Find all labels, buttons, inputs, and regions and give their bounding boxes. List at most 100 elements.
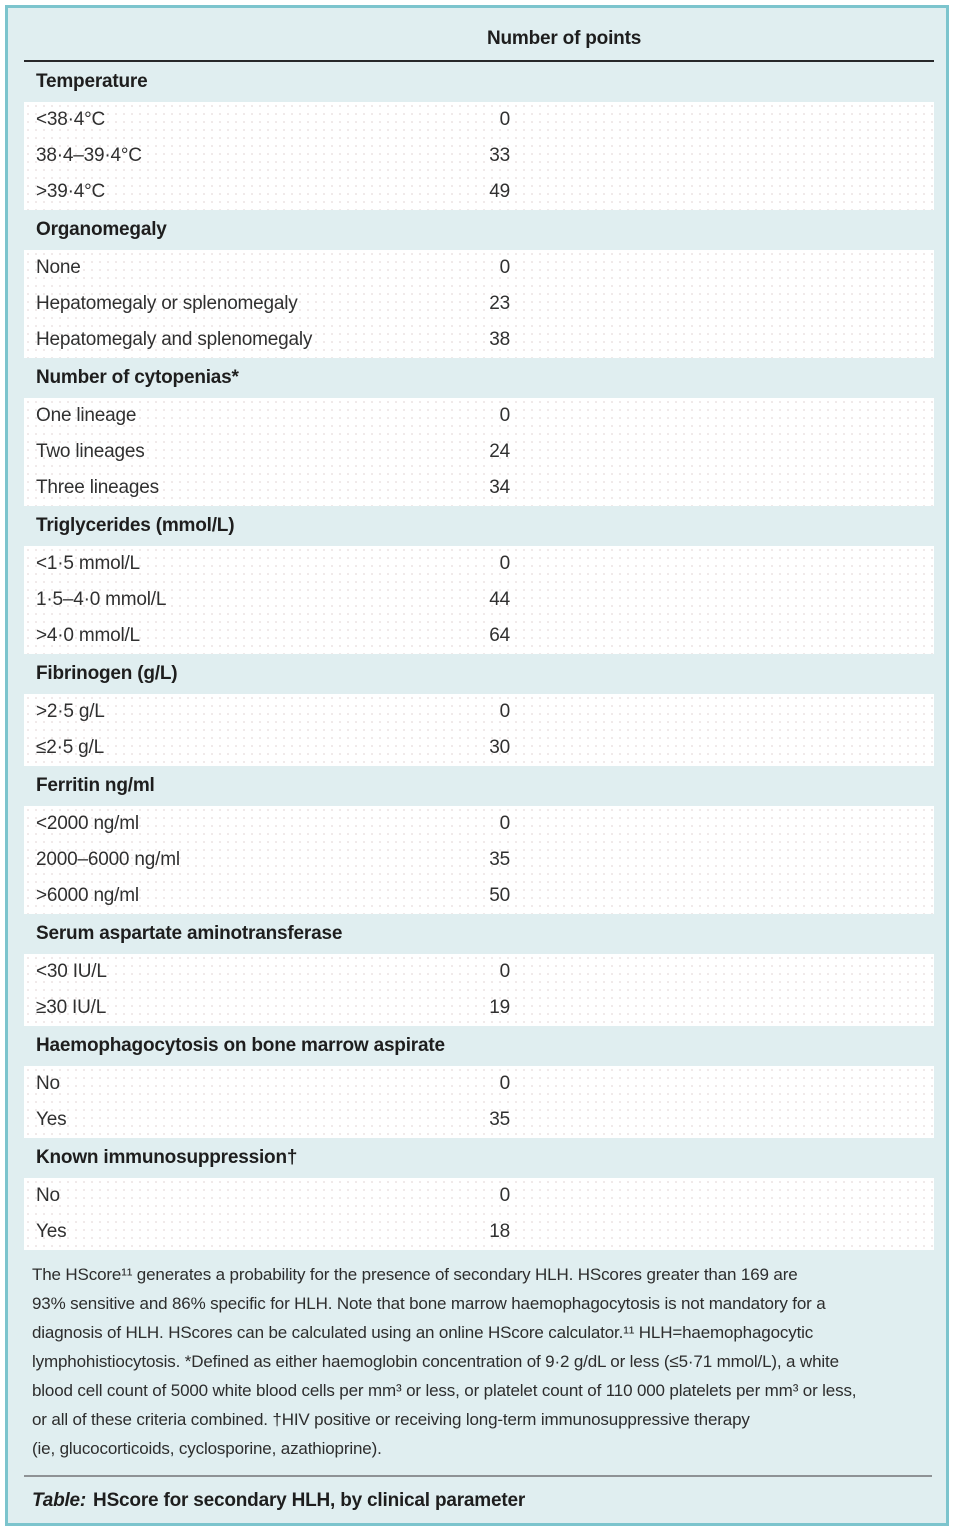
table-row: Three lineages 34	[24, 470, 934, 506]
table-caption: Table: HScore for secondary HLH, by clini…	[32, 1490, 946, 1512]
section-rows-immunosuppression: No 0 Yes 18	[24, 1178, 934, 1250]
section-header-ferritin: Ferritin ng/ml	[36, 775, 155, 796]
footnote-line: 93% sensitive and 86% specific for HLH. …	[32, 1294, 826, 1313]
row-label: >2·5 g/L	[36, 701, 105, 722]
row-label: ≤2·5 g/L	[36, 737, 104, 758]
section-rows-cytopenias: One lineage 0 Two lineages 24 Three line…	[24, 398, 934, 506]
section-rows-temperature: <38·4°C 0 38·4–39·4°C 33 >39·4°C 49	[24, 102, 934, 210]
points-column-header: Number of points	[487, 28, 642, 49]
row-points: 33	[489, 145, 510, 166]
section-header-ast: Serum aspartate aminotransferase	[36, 923, 343, 944]
table-row: One lineage 0	[24, 398, 934, 434]
row-points: 0	[499, 553, 511, 574]
section-header-cytopenias: Number of cytopenias*	[36, 367, 239, 388]
row-points: 38	[489, 329, 510, 350]
footnote-line: or all of these criteria combined. †HIV …	[32, 1410, 750, 1429]
section-rows-ferritin: <2000 ng/ml 0 2000–6000 ng/ml 35 >6000 n…	[24, 806, 934, 914]
footnote-line: blood cell count of 5000 white blood cel…	[32, 1381, 857, 1400]
row-points: 64	[489, 625, 510, 646]
table-row: No 0	[24, 1178, 934, 1214]
row-label: Yes	[36, 1221, 67, 1242]
row-label: 38·4–39·4°C	[36, 145, 142, 166]
row-points: 50	[489, 885, 510, 906]
table-header-row: Number of points	[24, 8, 934, 62]
table-row: ≤2·5 g/L 30	[24, 730, 934, 766]
table-area: Number of points Temperature <38·4°C 0 3…	[8, 8, 946, 1250]
footnote-line: lymphohistiocytosis. *Defined as either …	[32, 1352, 839, 1371]
section-rows-triglycerides: <1·5 mmol/L 0 1·5–4·0 mmol/L 44 >4·0 mmo…	[24, 546, 934, 654]
row-label: ≥30 IU/L	[36, 997, 107, 1018]
row-points: 0	[499, 257, 511, 278]
table-row: ≥30 IU/L 19	[24, 990, 934, 1026]
row-label: Hepatomegaly or splenomegaly	[36, 293, 298, 314]
row-label: >39·4°C	[36, 181, 106, 202]
row-points: 0	[499, 1185, 511, 1206]
row-label: Hepatomegaly and splenomegaly	[36, 329, 313, 350]
caption-prefix: Table:	[32, 1490, 87, 1511]
table-row: <1·5 mmol/L 0	[24, 546, 934, 582]
table-row: 1·5–4·0 mmol/L 44	[24, 582, 934, 618]
row-label: 1·5–4·0 mmol/L	[36, 589, 167, 610]
table-row: >2·5 g/L 0	[24, 694, 934, 730]
table-row: <38·4°C 0	[24, 102, 934, 138]
row-label: Three lineages	[36, 477, 159, 498]
row-points: 24	[489, 441, 510, 462]
row-label: Yes	[36, 1109, 67, 1130]
table-row: Hepatomegaly and splenomegaly 38	[24, 322, 934, 358]
row-points: 34	[489, 477, 510, 498]
header-divider-rule	[24, 60, 934, 62]
table-row: Hepatomegaly or splenomegaly 23	[24, 286, 934, 322]
row-points: 18	[489, 1221, 510, 1242]
table-row: Yes 35	[24, 1102, 934, 1138]
footnote-line: The HScore¹¹ generates a probability for…	[32, 1265, 798, 1284]
table-footnote: The HScore¹¹ generates a probability for…	[32, 1260, 922, 1463]
table-row: >39·4°C 49	[24, 174, 934, 210]
row-label: <30 IU/L	[36, 961, 107, 982]
row-points: 44	[489, 589, 510, 610]
table-row: 2000–6000 ng/ml 35	[24, 842, 934, 878]
footnote-line: (ie, glucocorticoids, cyclosporine, azat…	[32, 1439, 382, 1458]
table-row: Two lineages 24	[24, 434, 934, 470]
row-points: 35	[489, 849, 510, 870]
row-points: 49	[489, 181, 510, 202]
section-rows-haemophagocytosis: No 0 Yes 35	[24, 1066, 934, 1138]
row-label: None	[36, 257, 81, 278]
table-row: Yes 18	[24, 1214, 934, 1250]
row-label: <38·4°C	[36, 109, 106, 130]
row-points: 23	[489, 293, 510, 314]
row-label: <2000 ng/ml	[36, 813, 139, 834]
row-points: 0	[499, 109, 511, 130]
section-header-immunosuppression: Known immunosuppression†	[36, 1147, 298, 1168]
table-row: >6000 ng/ml 50	[24, 878, 934, 914]
table-row: <2000 ng/ml 0	[24, 806, 934, 842]
caption-divider-rule	[24, 1475, 932, 1477]
footnote-line: diagnosis of HLH. HScores can be calcula…	[32, 1323, 814, 1342]
row-points: 0	[499, 405, 511, 426]
row-label: One lineage	[36, 405, 137, 426]
section-rows-organomegaly: None 0 Hepatomegaly or splenomegaly 23 H…	[24, 250, 934, 358]
row-points: 0	[499, 701, 511, 722]
table-row: No 0	[24, 1066, 934, 1102]
section-rows-ast: <30 IU/L 0 ≥30 IU/L 19	[24, 954, 934, 1026]
section-rows-fibrinogen: >2·5 g/L 0 ≤2·5 g/L 30	[24, 694, 934, 766]
row-label: 2000–6000 ng/ml	[36, 849, 180, 870]
section-header-fibrinogen: Fibrinogen (g/L)	[36, 663, 178, 684]
row-points: 30	[489, 737, 510, 758]
table-row: <30 IU/L 0	[24, 954, 934, 990]
table-row: 38·4–39·4°C 33	[24, 138, 934, 174]
row-points: 0	[499, 1073, 511, 1094]
section-header-triglycerides: Triglycerides (mmol/L)	[36, 515, 235, 536]
section-header-temperature: Temperature	[36, 71, 148, 92]
row-points: 0	[499, 813, 511, 834]
row-label: No	[36, 1073, 60, 1094]
caption-text: HScore for secondary HLH, by clinical pa…	[93, 1490, 526, 1511]
row-label: >4·0 mmol/L	[36, 625, 140, 646]
row-label: Two lineages	[36, 441, 145, 462]
row-label: <1·5 mmol/L	[36, 553, 140, 574]
table-row: >4·0 mmol/L 64	[24, 618, 934, 654]
table-row: None 0	[24, 250, 934, 286]
row-label: No	[36, 1185, 60, 1206]
section-header-organomegaly: Organomegaly	[36, 219, 167, 240]
row-points: 35	[489, 1109, 510, 1130]
row-points: 0	[499, 961, 511, 982]
